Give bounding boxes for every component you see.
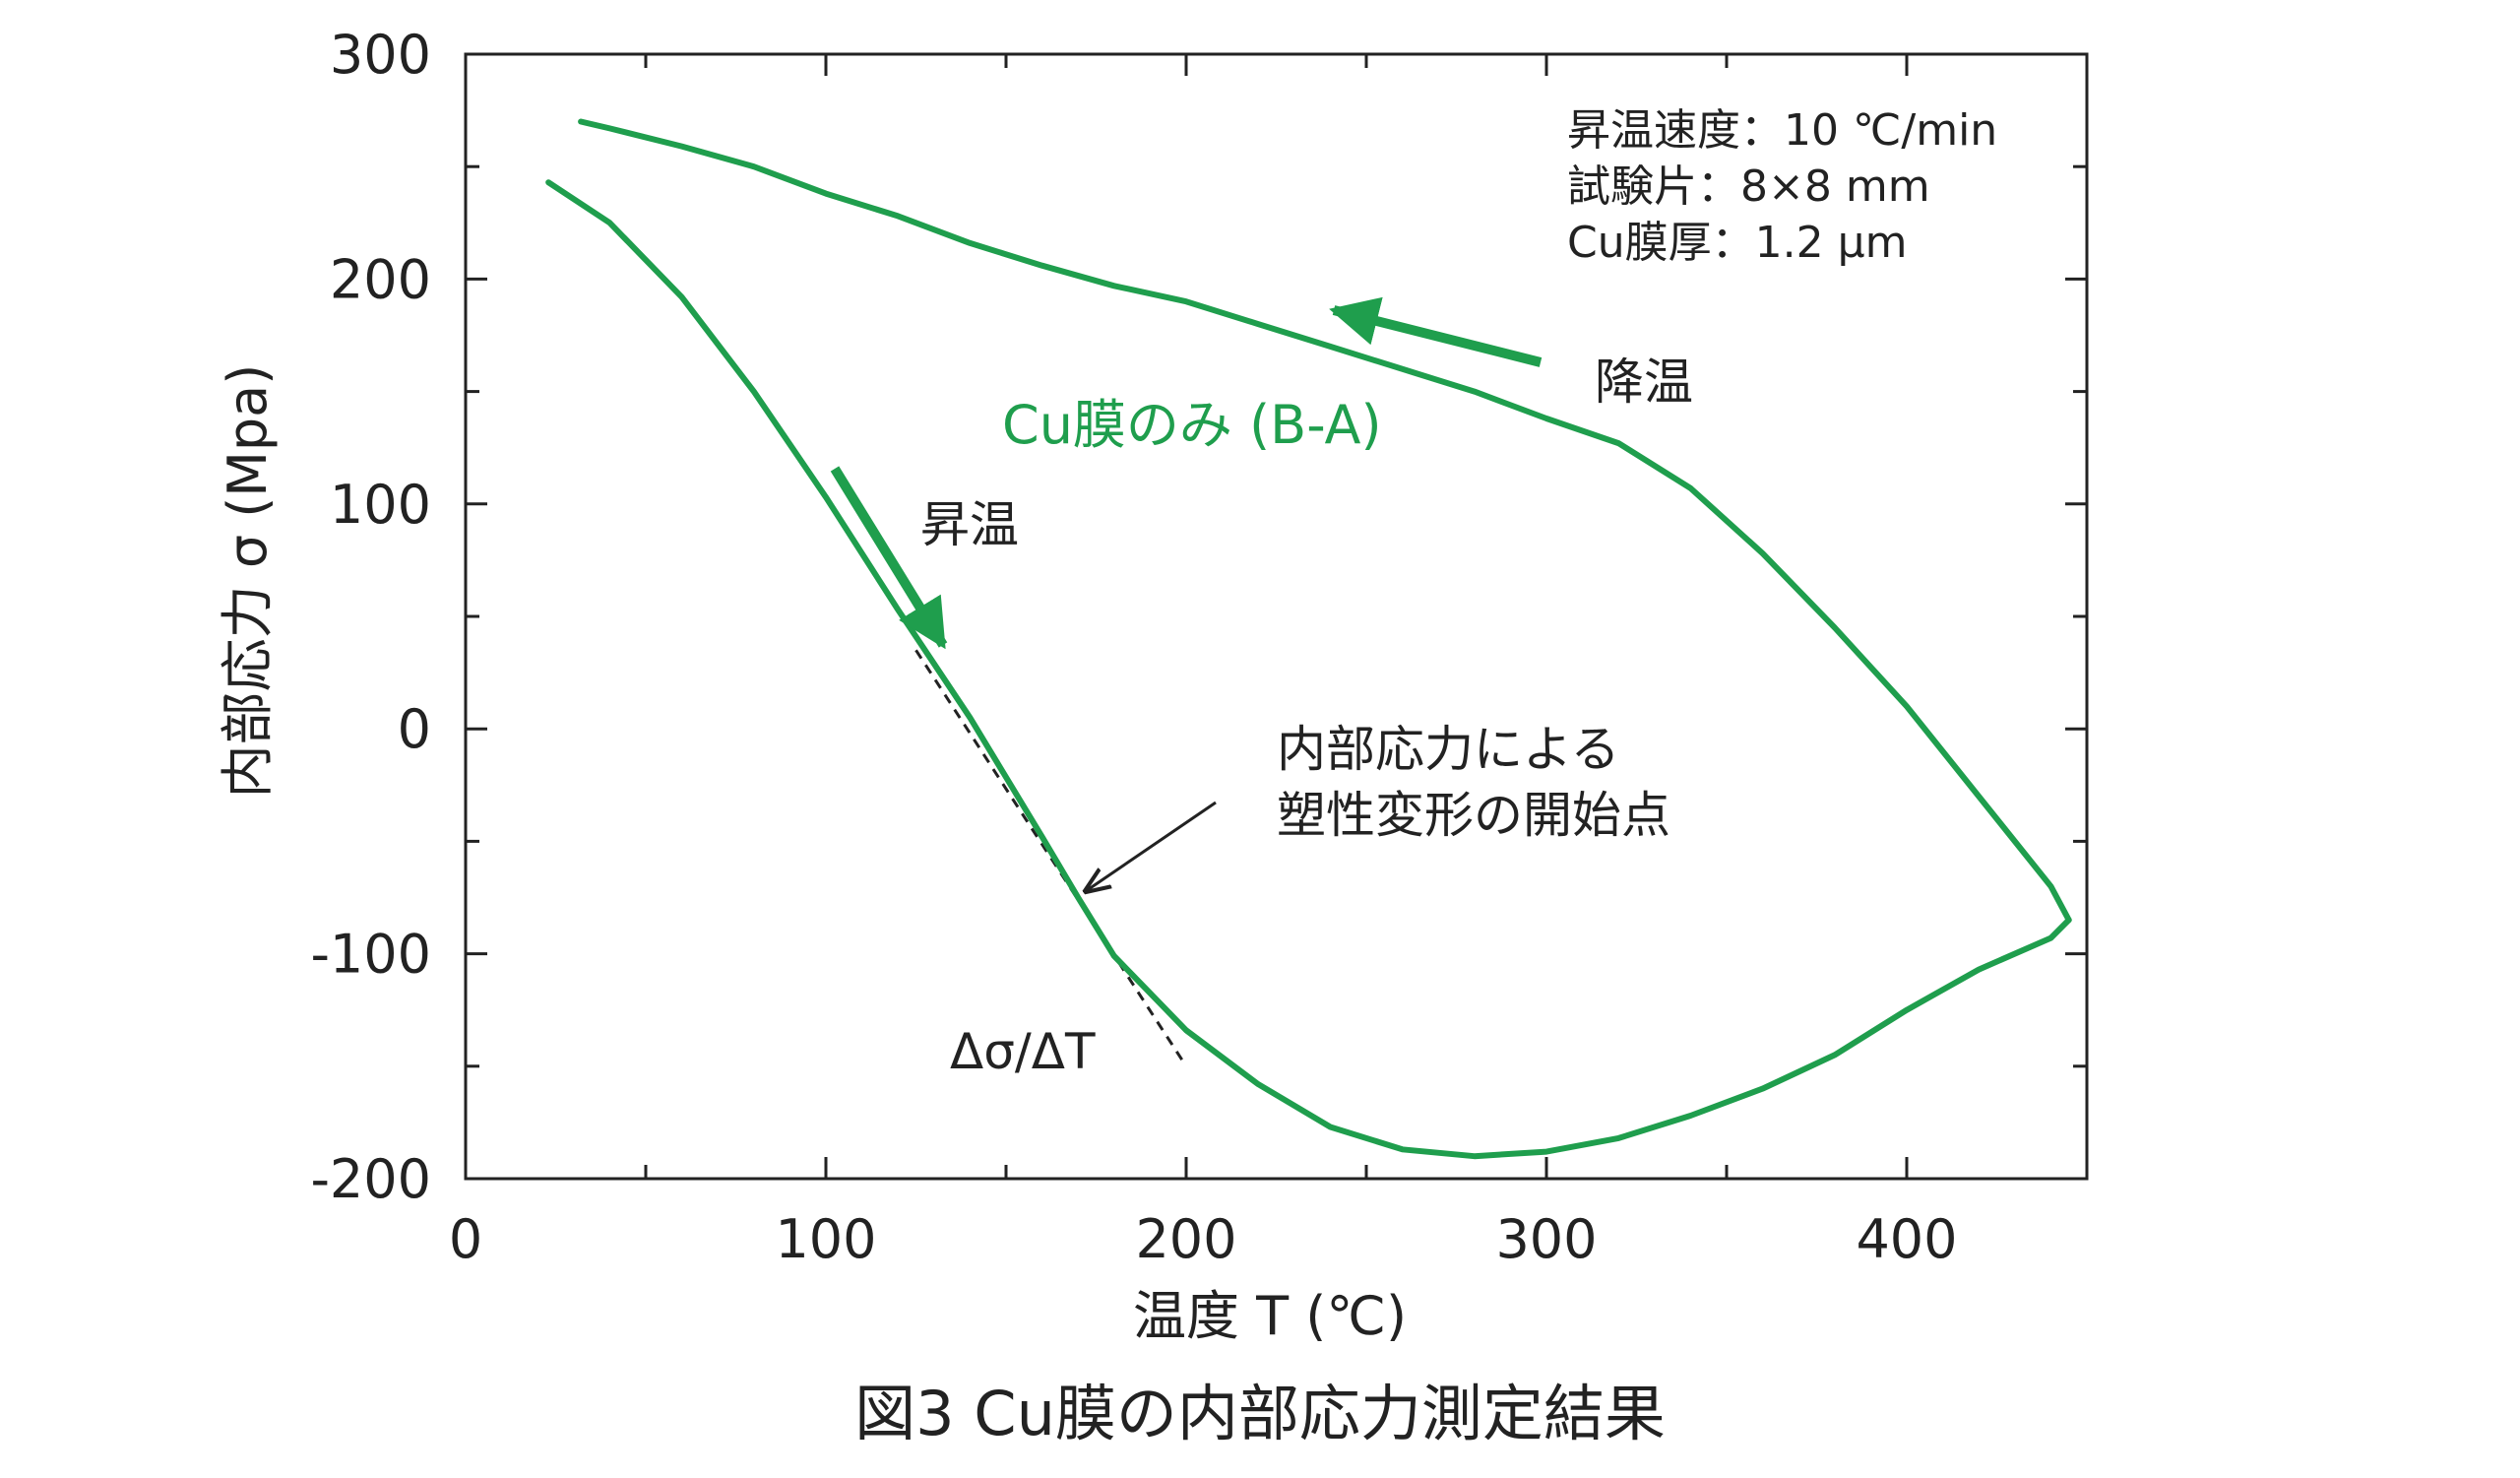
series-group	[545, 118, 2072, 1160]
x-tick-label: 200	[1135, 1208, 1236, 1270]
x-tick-label: 400	[1856, 1208, 1957, 1270]
x-axis-label: 温度 T (℃)	[1133, 1285, 1407, 1347]
cooling-label: 降温	[1595, 353, 1693, 411]
x-tick-label: 100	[775, 1208, 876, 1270]
cooling-arrow	[1329, 296, 1543, 367]
heating-label: 昇温	[920, 496, 1019, 553]
axis-ticks	[464, 52, 2089, 1181]
y-tick-label: 100	[330, 474, 431, 536]
axis-tick-labels: 0 100 200 300 400 300 200 100 0 -100 -200	[310, 24, 1957, 1270]
onset-pointer-arrow	[1086, 801, 1217, 891]
y-axis-label: 内部応力 σ (Mpa)	[217, 364, 279, 799]
condition-specimen: 試験片：8×8 mm	[1567, 161, 1930, 212]
cooling-curve	[578, 118, 2072, 924]
x-tick-label: 300	[1495, 1208, 1597, 1270]
heating-arrow	[830, 466, 948, 650]
x-tick-label: 0	[449, 1208, 482, 1270]
heating-curve	[545, 179, 2072, 1160]
condition-thickness: Cu膜厚：1.2 μm	[1567, 218, 1907, 268]
onset-label-line2: 塑性変形の開始点	[1277, 787, 1670, 844]
y-tick-label: -200	[310, 1148, 431, 1210]
tangent-line	[914, 649, 1188, 1067]
figure-caption: 図3 Cu膜の内部応力測定結果	[854, 1378, 1666, 1449]
condition-rate: 昇温速度：10 ℃/min	[1567, 105, 1997, 156]
onset-label-line1: 内部応力による	[1277, 721, 1620, 778]
y-tick-label: 0	[398, 698, 431, 760]
y-tick-label: -100	[310, 924, 431, 986]
y-tick-label: 200	[330, 248, 431, 310]
y-tick-label: 300	[330, 24, 431, 86]
tangent-label: Δσ/ΔT	[950, 1023, 1096, 1080]
series-label: Cu膜のみ (B-A)	[1002, 394, 1382, 456]
